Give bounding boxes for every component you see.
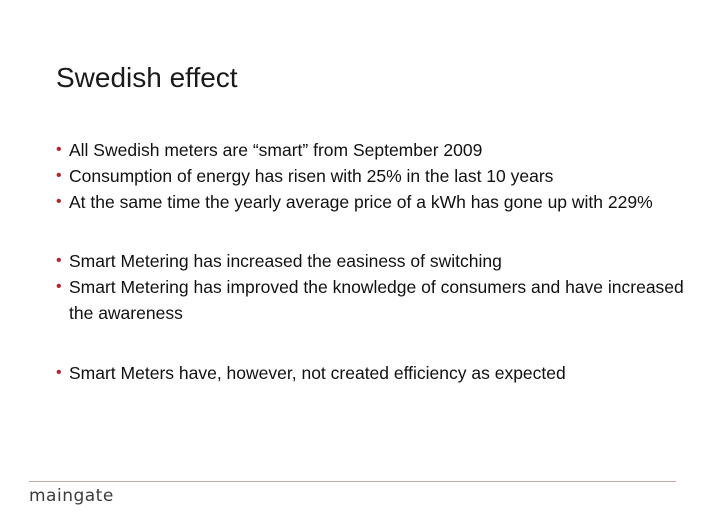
bullet-text: Smart Metering has increased the easines… xyxy=(69,251,502,271)
bullet-text: All Swedish meters are “smart” from Sept… xyxy=(69,140,483,160)
bullet-dot-icon: • xyxy=(56,252,62,269)
bullet-item: • Smart Meters have, however, not create… xyxy=(56,360,686,386)
bullet-text: Smart Meters have, however, not created … xyxy=(69,363,566,383)
footer-divider xyxy=(29,481,676,482)
bullet-item: • Smart Metering has improved the knowle… xyxy=(56,274,686,326)
bullet-text: Consumption of energy has risen with 25%… xyxy=(69,166,554,186)
bullet-item: • All Swedish meters are “smart” from Se… xyxy=(56,137,686,163)
bullet-item: • Smart Metering has increased the easin… xyxy=(56,248,686,274)
bullet-dot-icon: • xyxy=(56,193,62,210)
bullet-text: Smart Metering has improved the knowledg… xyxy=(69,277,684,323)
bullet-dot-icon: • xyxy=(56,167,62,184)
bullet-dot-icon: • xyxy=(56,278,62,295)
bullet-text: At the same time the yearly average pric… xyxy=(69,192,653,212)
bullet-list: • All Swedish meters are “smart” from Se… xyxy=(56,137,686,386)
slide-title: Swedish effect xyxy=(56,62,238,93)
bullet-dot-icon: • xyxy=(56,364,62,381)
bullet-dot-icon: • xyxy=(56,141,62,158)
bullet-item: • At the same time the yearly average pr… xyxy=(56,189,686,215)
company-logo: maingate xyxy=(29,486,114,506)
bullet-item: • Consumption of energy has risen with 2… xyxy=(56,163,686,189)
